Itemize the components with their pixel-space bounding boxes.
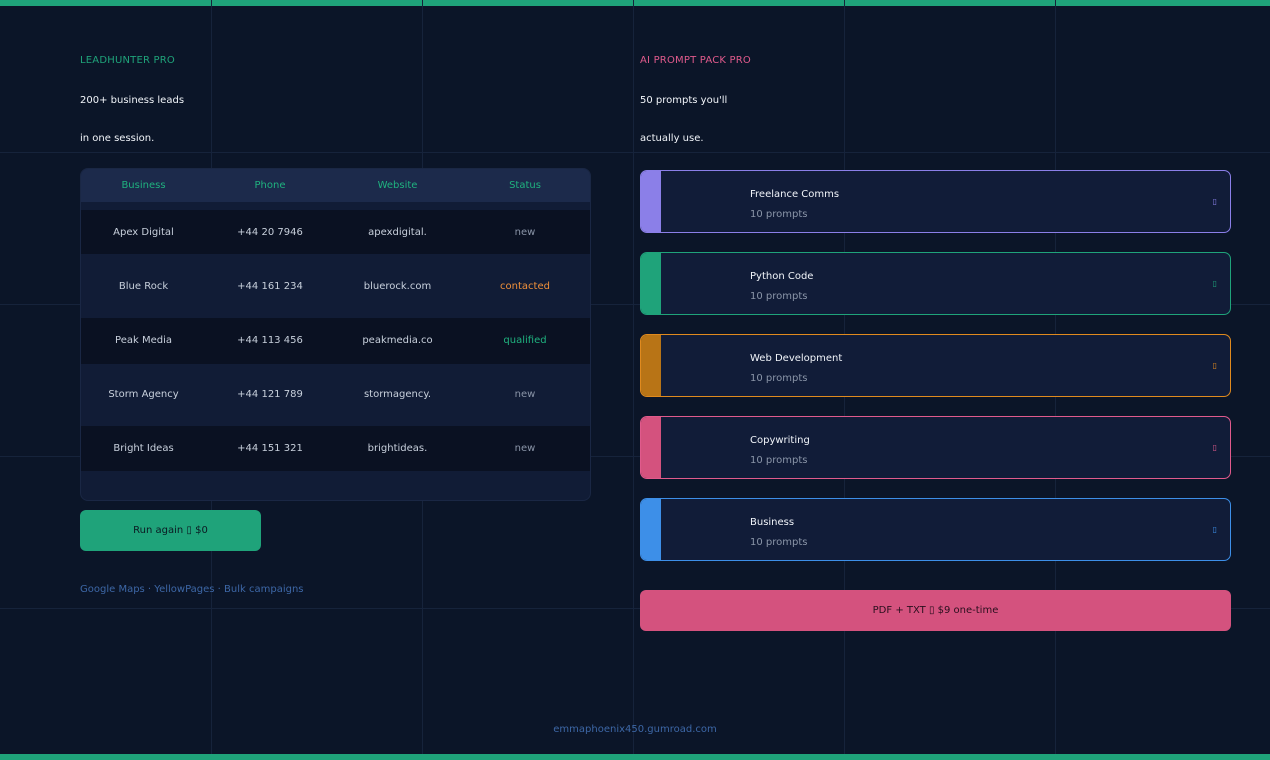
cell-phone: +44 121 789: [237, 389, 303, 400]
leads-table: Business Phone Website Status Apex Digit…: [80, 168, 591, 501]
table-row[interactable]: Bright Ideas +44 151 321 brightideas. ne…: [81, 426, 590, 471]
category-color-stripe: [641, 253, 661, 314]
cell-website: stormagency.: [363, 389, 432, 400]
prompt-pack-headline-line2: actually use.: [640, 133, 704, 144]
prompt-category-card-business[interactable]: Business 10 prompts ▯: [640, 498, 1231, 561]
leadhunter-eyebrow: LEADHUNTER PRO: [80, 55, 175, 66]
table-row[interactable]: Apex Digital +44 20 7946 apexdigital. ne…: [81, 210, 590, 254]
grid-line: [633, 0, 634, 760]
column-header-status[interactable]: Status: [509, 180, 541, 191]
table-row[interactable]: Blue Rock +44 161 234 bluerock.com conta…: [81, 258, 590, 314]
prompt-pack-eyebrow: AI PROMPT PACK PRO: [640, 55, 751, 66]
column-header-website[interactable]: Website: [377, 180, 418, 191]
cell-phone: +44 151 321: [237, 443, 303, 454]
status-badge: qualified: [503, 335, 547, 346]
column-header-phone[interactable]: Phone: [254, 180, 286, 191]
chevron-icon: ▯: [1212, 361, 1217, 370]
grid-line: [0, 608, 1270, 609]
status-badge: contacted: [500, 281, 550, 292]
card-prompt-count: 10 prompts: [750, 455, 808, 466]
column-header-business[interactable]: Business: [121, 180, 166, 191]
cell-business: Bright Ideas: [113, 443, 174, 454]
category-color-stripe: [641, 335, 661, 396]
bottom-accent-bar: [0, 754, 1270, 760]
table-row[interactable]: Storm Agency +44 121 789 stormagency. ne…: [81, 364, 590, 426]
chevron-icon: ▯: [1212, 443, 1217, 452]
chevron-icon: ▯: [1212, 197, 1217, 206]
prompt-category-card-copywriting[interactable]: Copywriting 10 prompts ▯: [640, 416, 1231, 479]
card-prompt-count: 10 prompts: [750, 373, 808, 384]
leadhunter-headline-line2: in one session.: [80, 133, 155, 144]
chevron-icon: ▯: [1212, 279, 1217, 288]
prompt-category-card-web-development[interactable]: Web Development 10 prompts ▯: [640, 334, 1231, 397]
cell-business: Peak Media: [115, 335, 172, 346]
status-badge: new: [514, 443, 536, 454]
footer-store-link[interactable]: emmaphoenix450.gumroad.com: [553, 724, 717, 735]
card-prompt-count: 10 prompts: [750, 209, 808, 220]
card-prompt-count: 10 prompts: [750, 537, 808, 548]
table-row[interactable]: Peak Media +44 113 456 peakmedia.co qual…: [81, 318, 590, 364]
prompt-category-card-freelance-comms[interactable]: Freelance Comms 10 prompts ▯: [640, 170, 1231, 233]
grid-line: [0, 304, 1270, 305]
card-title: Freelance Comms: [750, 189, 840, 200]
category-color-stripe: [641, 499, 661, 560]
cell-website: bluerock.com: [363, 281, 432, 292]
run-again-button[interactable]: Run again ▯ $0: [80, 510, 261, 551]
chevron-icon: ▯: [1212, 525, 1217, 534]
category-color-stripe: [641, 171, 661, 232]
card-title: Business: [750, 517, 795, 528]
card-title: Copywriting: [750, 435, 810, 446]
cell-business: Apex Digital: [113, 227, 174, 238]
cell-phone: +44 20 7946: [237, 227, 303, 238]
cell-website: brightideas.: [367, 443, 428, 454]
cell-phone: +44 113 456: [237, 335, 303, 346]
card-title: Web Development: [750, 353, 843, 364]
cell-business: Storm Agency: [108, 389, 179, 400]
cell-business: Blue Rock: [118, 281, 169, 292]
grid-line: [0, 456, 1270, 457]
lead-sources-text: Google Maps · YellowPages · Bulk campaig…: [80, 584, 304, 595]
prompt-category-card-python-code[interactable]: Python Code 10 prompts ▯: [640, 252, 1231, 315]
grid-line: [0, 152, 1270, 153]
status-badge: new: [514, 389, 536, 400]
buy-prompt-pack-button[interactable]: PDF + TXT ▯ $9 one-time: [640, 590, 1231, 631]
category-color-stripe: [641, 417, 661, 478]
prompt-pack-headline-line1: 50 prompts you'll: [640, 95, 728, 106]
status-badge: new: [514, 227, 536, 238]
leadhunter-headline-line1: 200+ business leads: [80, 95, 185, 106]
card-prompt-count: 10 prompts: [750, 291, 808, 302]
cell-website: peakmedia.co: [362, 335, 433, 346]
card-title: Python Code: [750, 271, 814, 282]
top-accent-bar: [0, 0, 1270, 6]
cell-phone: +44 161 234: [237, 281, 303, 292]
table-header: Business Phone Website Status: [81, 169, 590, 202]
cell-website: apexdigital.: [368, 227, 427, 238]
